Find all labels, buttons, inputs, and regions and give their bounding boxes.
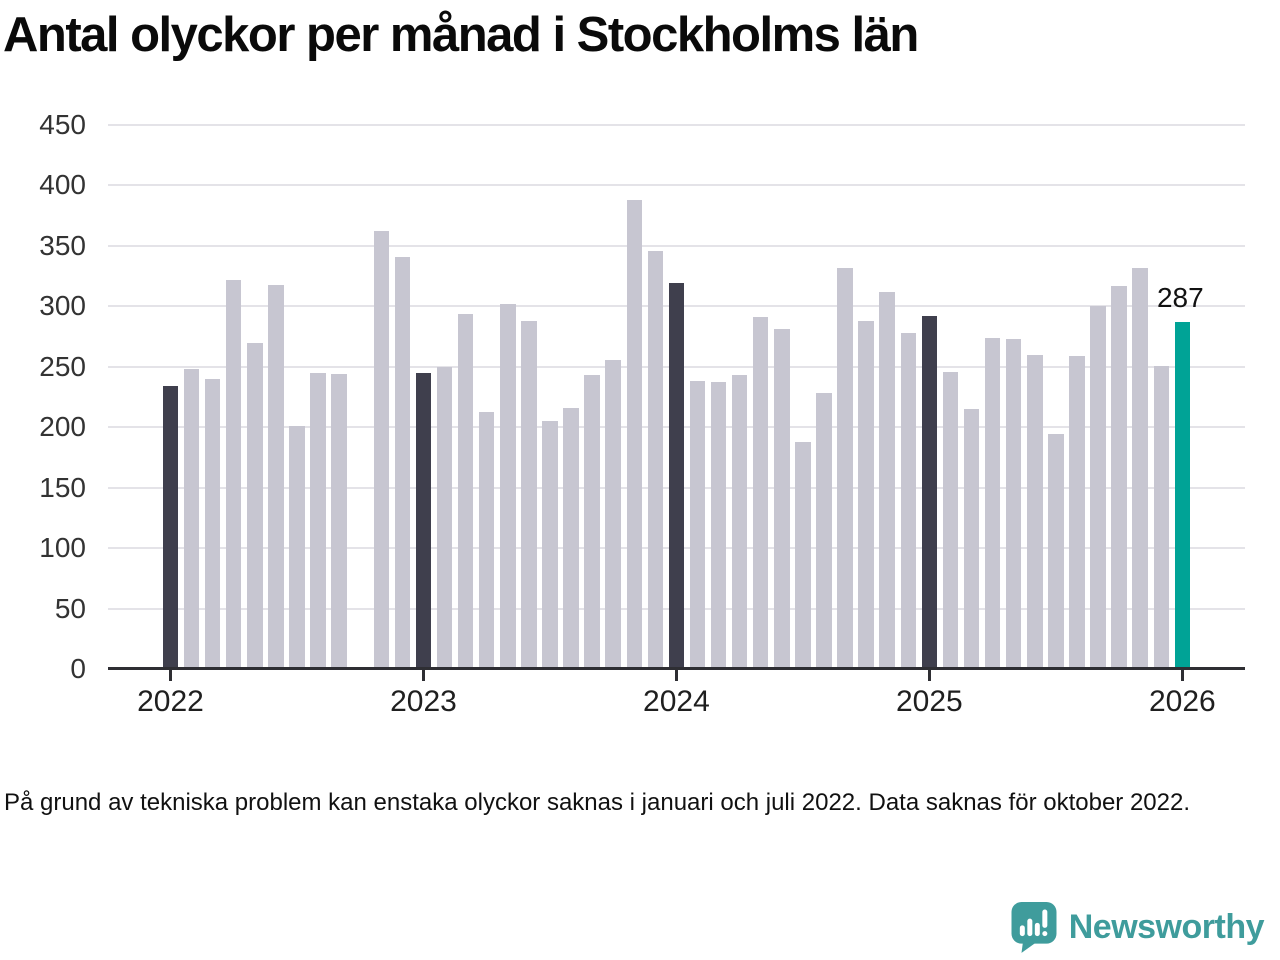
bar [1090, 306, 1106, 669]
y-tick-label: 400 [39, 169, 86, 201]
bar [900, 332, 917, 669]
bar [752, 317, 769, 669]
bar [521, 320, 537, 669]
bar [289, 426, 305, 669]
bar [858, 320, 874, 669]
x-tick [674, 669, 678, 681]
y-tick-label: 150 [39, 471, 86, 503]
bar [879, 291, 895, 669]
bar [457, 313, 474, 669]
bar [500, 303, 516, 669]
x-tick-label: 2024 [643, 685, 710, 718]
x-tick-label: 2023 [390, 685, 457, 718]
bar [1153, 365, 1169, 669]
bar [689, 381, 706, 669]
bar [183, 369, 200, 669]
y-tick-label: 350 [39, 229, 86, 261]
bar [647, 250, 664, 669]
bar [310, 372, 326, 669]
bar [774, 329, 790, 669]
bar [268, 284, 284, 669]
bar [1027, 354, 1043, 669]
y-tick-label: 0 [70, 653, 86, 684]
x-axis-line [108, 667, 1245, 670]
bar [415, 372, 432, 669]
bar [795, 441, 811, 669]
bar [1174, 322, 1191, 669]
x-tick-label: 2025 [896, 685, 963, 718]
x-tick [927, 669, 931, 681]
bar [963, 409, 980, 669]
bar [584, 375, 600, 669]
y-tick-label: 200 [39, 411, 86, 443]
bar [162, 386, 179, 669]
bar [225, 279, 242, 669]
bar [626, 199, 642, 669]
y-tick-label: 250 [39, 350, 86, 382]
bar [1132, 267, 1148, 669]
bar [837, 267, 853, 669]
bar [984, 337, 1001, 669]
bar [1048, 434, 1064, 669]
bar [942, 371, 959, 669]
newsworthy-wordmark: Newsworthy [1068, 907, 1265, 946]
bar [542, 421, 558, 669]
bar-chart-plot: 0 50 100 150 200 250 300 350 400 450 2022 2023 2024 2… [39, 109, 1245, 718]
x-tick [169, 669, 172, 681]
x-tick-label: 2022 [137, 685, 204, 718]
x-tick-label: 2026 [1148, 685, 1216, 718]
gridline [108, 244, 1245, 247]
y-tick-label: 450 [39, 109, 86, 140]
gridline [108, 124, 1245, 126]
x-tick [1180, 669, 1184, 681]
bar [1111, 285, 1127, 669]
bar [1005, 338, 1022, 669]
bar [563, 407, 579, 669]
bar-value-label: 287 [1156, 282, 1204, 314]
bar [394, 256, 411, 669]
bar [436, 366, 453, 669]
newsworthy-bubble-chart-icon [1011, 902, 1057, 953]
bar [605, 359, 621, 669]
y-tick-label: 100 [39, 532, 86, 564]
bar [816, 393, 832, 669]
chart-footnote: På grund av tekniska problem kan enstaka… [4, 789, 1191, 816]
bar [204, 378, 221, 669]
bar [710, 382, 727, 669]
bar [247, 342, 263, 669]
bar [1069, 355, 1085, 669]
bar [373, 231, 390, 669]
bar [731, 375, 748, 669]
bar [478, 411, 495, 669]
y-tick-label: 50 [54, 592, 86, 624]
gridline [108, 184, 1245, 187]
newsworthy-logo: Newsworthy [1009, 900, 1265, 954]
bar [921, 316, 938, 669]
bar [331, 374, 347, 669]
bar [668, 283, 685, 669]
y-tick-label: 300 [39, 290, 86, 322]
chart-title: Antal olyckor per månad i Stockholms län [3, 8, 919, 62]
x-tick [421, 669, 425, 681]
